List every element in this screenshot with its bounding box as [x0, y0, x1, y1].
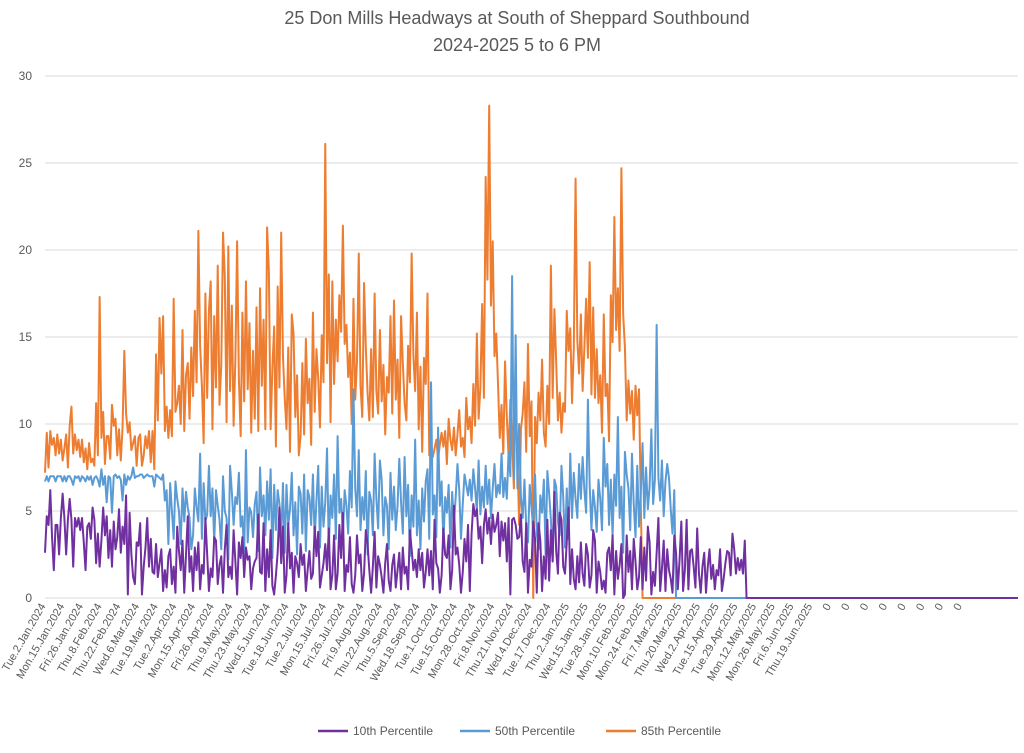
x-tick-label: 0	[914, 602, 927, 613]
y-tick-label: 5	[25, 504, 32, 518]
series-line-85th-percentile	[44, 104, 916, 599]
legend-label: 10th Percentile	[353, 724, 433, 738]
y-axis: 0 5 10 15 20 25 30	[19, 69, 33, 605]
x-tick-label: 0	[839, 602, 852, 613]
y-tick-label: 15	[19, 330, 33, 344]
chart-subtitle: 2024-2025 5 to 6 PM	[433, 35, 601, 55]
y-tick-label: 30	[19, 69, 33, 83]
legend-label: 85th Percentile	[641, 724, 721, 738]
x-tick-label: 0	[951, 602, 964, 613]
series-line-10th-percentile	[44, 489, 1018, 599]
series-lines	[44, 104, 1018, 599]
gridlines	[45, 75, 1018, 599]
x-tick-label: 0	[877, 602, 890, 613]
x-axis: Tue.2.Jan.2024Mon.15.Jan.2024Fri.26.Jan.…	[0, 602, 965, 684]
y-tick-label: 25	[19, 156, 33, 170]
series-line-50th-percentile	[44, 275, 950, 599]
legend-label: 50th Percentile	[495, 724, 575, 738]
legend: 10th Percentile 50th Percentile 85th Perce…	[318, 724, 721, 738]
x-tick-label: 0	[895, 602, 908, 613]
y-tick-label: 20	[19, 243, 33, 257]
y-tick-label: 10	[19, 417, 33, 431]
x-tick-label: 0	[821, 602, 834, 613]
y-tick-label: 0	[25, 591, 32, 605]
x-tick-label: 0	[858, 602, 871, 613]
x-tick-label: 0	[933, 602, 946, 613]
chart-title: 25 Don Mills Headways at South of Sheppa…	[284, 8, 749, 28]
